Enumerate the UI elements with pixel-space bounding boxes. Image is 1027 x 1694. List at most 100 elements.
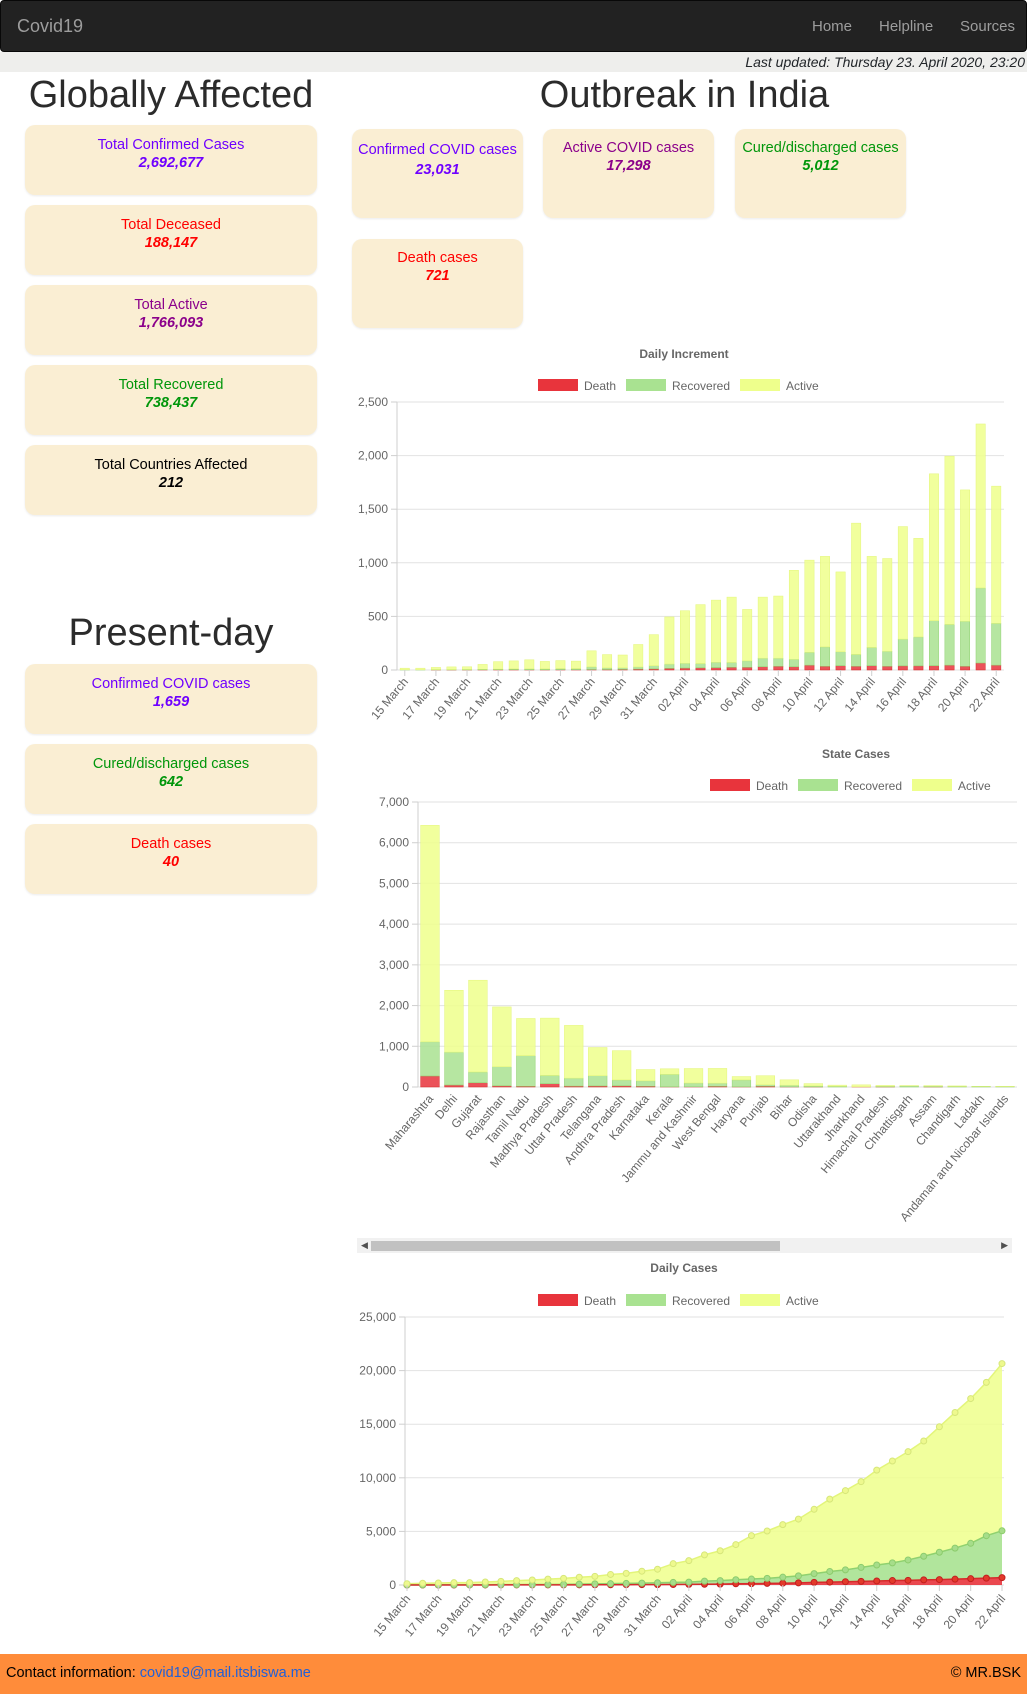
card-value: 1,766,093 bbox=[138, 315, 204, 331]
nav-sources-link[interactable]: Sources bbox=[960, 18, 1016, 35]
bar-active bbox=[726, 596, 737, 663]
bar-active bbox=[612, 1050, 632, 1081]
point-death bbox=[935, 1576, 943, 1584]
bar-recovered bbox=[804, 652, 815, 666]
bar-death bbox=[913, 665, 924, 671]
bar-active bbox=[399, 667, 410, 671]
bar-recovered bbox=[882, 650, 893, 667]
point-death bbox=[904, 1576, 912, 1584]
point-death bbox=[982, 1574, 990, 1582]
chart-legend: Death Recovered Active bbox=[538, 379, 819, 393]
bar-death bbox=[444, 1084, 464, 1088]
x-tick-label: 16 April bbox=[878, 1592, 914, 1632]
x-tick-label: 12 April bbox=[810, 675, 846, 715]
point-active bbox=[528, 1576, 536, 1584]
card-value: 1,659 bbox=[152, 694, 190, 710]
india-active-card: Active COVID cases 17,298 bbox=[543, 129, 714, 218]
global-active-card: Total Active 1,766,093 bbox=[25, 285, 317, 355]
point-recovered bbox=[716, 1577, 724, 1585]
card-label: Total Recovered bbox=[118, 377, 224, 393]
card-label: Total Deceased bbox=[121, 217, 221, 233]
bar-active bbox=[516, 1018, 536, 1056]
bar-active bbox=[803, 1083, 823, 1087]
present-confirmed-card: Confirmed COVID cases 1,659 bbox=[25, 664, 317, 734]
bar-active bbox=[779, 1079, 799, 1086]
card-label: Cured/discharged cases bbox=[742, 140, 899, 156]
nav-home-link[interactable]: Home bbox=[812, 18, 853, 35]
footer: Contact information: covid19@mail.itsbis… bbox=[0, 1654, 1027, 1694]
legend-recovered-swatch bbox=[798, 779, 838, 791]
y-tick-label: 5,000 bbox=[366, 1524, 396, 1538]
brand-link[interactable]: Covid19 bbox=[17, 16, 84, 36]
point-recovered bbox=[779, 1573, 787, 1581]
bar-active bbox=[492, 1006, 512, 1068]
point-active bbox=[685, 1557, 693, 1565]
bar-active bbox=[944, 455, 955, 625]
point-active bbox=[669, 1560, 677, 1568]
point-recovered bbox=[998, 1527, 1006, 1535]
y-tick-label: 7,000 bbox=[379, 795, 409, 809]
y-tick-label: 15,000 bbox=[359, 1417, 396, 1431]
x-tick-label: 08 April bbox=[748, 675, 784, 715]
bar-active bbox=[773, 595, 784, 659]
point-recovered bbox=[638, 1579, 646, 1587]
state-cases-svg: State Cases Death Recovered Active 0 1,00… bbox=[379, 747, 1017, 1224]
point-death bbox=[888, 1577, 896, 1585]
scroll-thumb[interactable] bbox=[371, 1241, 780, 1251]
bar-active bbox=[477, 664, 488, 670]
point-recovered bbox=[873, 1561, 881, 1569]
bar-active bbox=[866, 556, 877, 648]
global-confirmed-card: Total Confirmed Cases 2,692,677 bbox=[25, 125, 317, 195]
scroll-right-arrow-icon[interactable]: ▶ bbox=[1001, 1240, 1008, 1250]
state-chart-scrollbar[interactable]: ◀ ▶ bbox=[357, 1238, 1012, 1253]
bar-active bbox=[564, 1025, 584, 1079]
bar-recovered bbox=[648, 665, 659, 670]
point-recovered bbox=[701, 1577, 708, 1585]
point-active bbox=[513, 1577, 521, 1585]
bar-death bbox=[991, 664, 1002, 671]
x-tick-label: 22 April bbox=[966, 675, 1002, 715]
x-tick-label: Maharashtra bbox=[382, 1092, 436, 1153]
point-death bbox=[826, 1578, 834, 1586]
y-tick-label: 4,000 bbox=[379, 917, 409, 931]
point-active bbox=[638, 1567, 646, 1575]
point-recovered bbox=[607, 1580, 615, 1588]
bar-active bbox=[683, 1068, 704, 1084]
bar-recovered bbox=[779, 1084, 799, 1088]
bar-recovered bbox=[564, 1077, 584, 1087]
bar-recovered bbox=[975, 587, 986, 664]
point-death bbox=[794, 1579, 802, 1587]
card-value: 738,437 bbox=[144, 395, 198, 411]
point-recovered bbox=[685, 1578, 693, 1586]
bar-active bbox=[695, 604, 706, 664]
card-label: Confirmed COVID cases bbox=[91, 676, 251, 692]
point-active bbox=[982, 1378, 990, 1386]
point-active bbox=[716, 1547, 724, 1555]
contact-info: Contact information: covid19@mail.itsbis… bbox=[6, 1665, 311, 1681]
bar-death bbox=[726, 667, 737, 671]
last-updated-text: Last updated: Thursday 23. April 2020, 2… bbox=[745, 54, 1025, 70]
bar-active bbox=[602, 654, 613, 669]
bar-active bbox=[991, 485, 1002, 624]
legend-active-swatch bbox=[740, 1294, 780, 1306]
bar-recovered bbox=[960, 620, 971, 667]
bar-recovered bbox=[851, 654, 862, 667]
bar-active bbox=[420, 825, 440, 1043]
scroll-left-arrow-icon[interactable]: ◀ bbox=[361, 1240, 368, 1250]
india-death-card: Death cases 721 bbox=[352, 239, 523, 328]
y-tick-label: 3,000 bbox=[379, 958, 409, 972]
x-tick-label: 02 April bbox=[659, 1592, 695, 1632]
nav-helpline-link[interactable]: Helpline bbox=[879, 18, 934, 35]
bar-active bbox=[804, 559, 815, 653]
point-recovered bbox=[826, 1567, 834, 1575]
point-death bbox=[920, 1576, 928, 1584]
contact-email-link[interactable]: covid19@mail.itsbiswa.me bbox=[139, 1665, 311, 1681]
daily-cases-chart: Daily Cases Death Recovered Active 0 5,00… bbox=[352, 1256, 1017, 1657]
bar-active bbox=[648, 634, 659, 666]
bar-death bbox=[757, 666, 768, 671]
chart-title: State Cases bbox=[822, 747, 890, 761]
global-heading: Globally Affected bbox=[28, 74, 314, 116]
legend-active-label: Active bbox=[786, 1294, 819, 1308]
point-active bbox=[747, 1532, 755, 1540]
bar-active bbox=[960, 489, 971, 622]
